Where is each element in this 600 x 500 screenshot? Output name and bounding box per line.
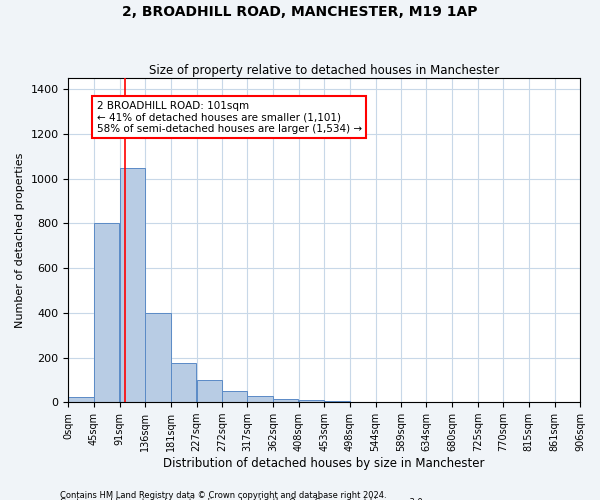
Bar xyxy=(247,396,273,402)
Bar xyxy=(197,380,222,402)
Bar xyxy=(145,313,170,402)
Text: 2 BROADHILL ROAD: 101sqm
← 41% of detached houses are smaller (1,101)
58% of sem: 2 BROADHILL ROAD: 101sqm ← 41% of detach… xyxy=(97,100,362,134)
Bar xyxy=(68,396,94,402)
Y-axis label: Number of detached properties: Number of detached properties xyxy=(15,152,25,328)
Title: Size of property relative to detached houses in Manchester: Size of property relative to detached ho… xyxy=(149,64,499,77)
Bar xyxy=(94,224,119,402)
Bar xyxy=(222,391,247,402)
Bar xyxy=(273,399,298,402)
Bar xyxy=(170,363,196,402)
Text: 2, BROADHILL ROAD, MANCHESTER, M19 1AP: 2, BROADHILL ROAD, MANCHESTER, M19 1AP xyxy=(122,5,478,19)
Bar xyxy=(120,168,145,402)
Text: Contains HM Land Registry data © Crown copyright and database right 2024.: Contains HM Land Registry data © Crown c… xyxy=(60,490,386,500)
Text: Contains public sector information licensed under the Open Government Licence v3: Contains public sector information licen… xyxy=(60,498,425,500)
X-axis label: Distribution of detached houses by size in Manchester: Distribution of detached houses by size … xyxy=(163,457,485,470)
Bar xyxy=(299,400,324,402)
